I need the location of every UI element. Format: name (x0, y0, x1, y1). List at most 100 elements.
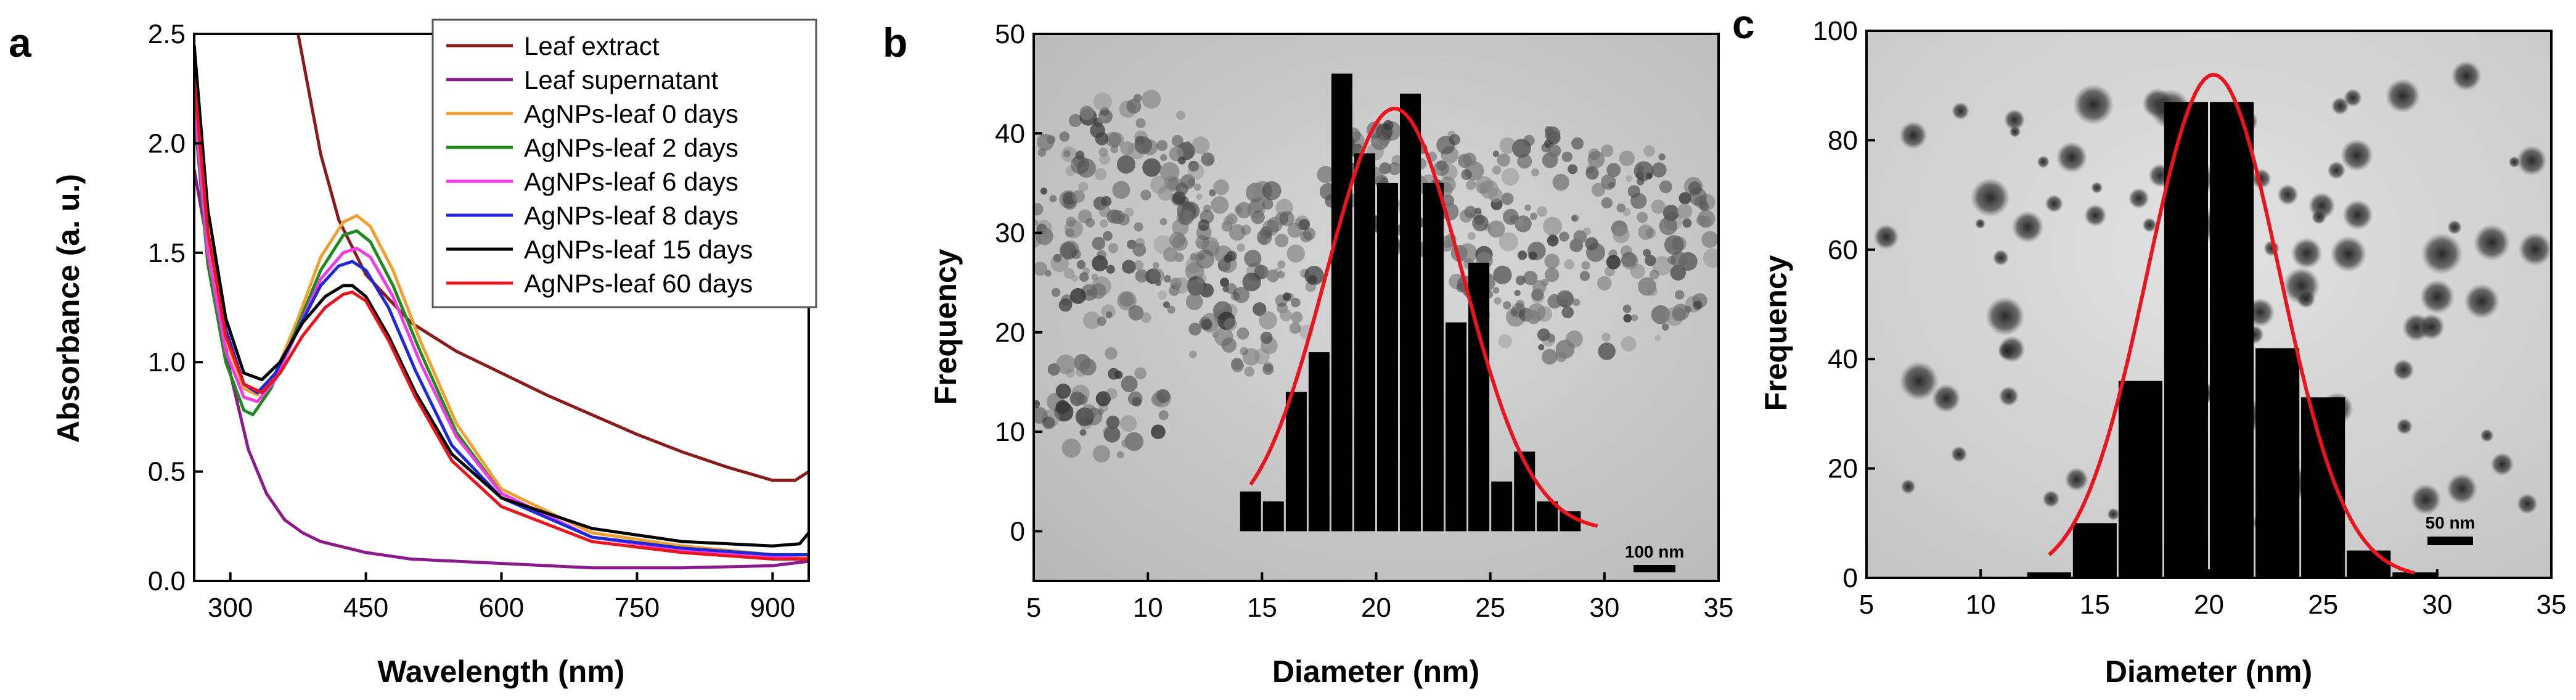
panel-c-y-ticks: 0 20 40 60 80 100 (1813, 16, 1875, 593)
panel-b-y-axis-title: Frequency (928, 249, 963, 405)
b-x-tick-label-2: 15 (1247, 593, 1277, 623)
c-bar-7 (2347, 550, 2391, 578)
b-fit-curve (1249, 106, 1598, 528)
panel-a-x-tick-label-4: 900 (750, 593, 795, 623)
c-y-tick-label-2: 40 (1828, 344, 1858, 374)
panel-a-x-tick-label-3: 750 (615, 593, 660, 623)
panel-a-legend-label-1: Leaf supernatant (524, 65, 719, 94)
panel-b-tem-background (1034, 34, 1719, 581)
panel-b-bars (1240, 73, 1581, 532)
panel-c-x-ticks: 5 10 15 20 25 30 35 (1859, 569, 2567, 620)
panel-a-spectra-chart: 300 450 600 750 900 0.0 0.5 1.0 1.5 2.0 2.5 Wavel… (51, 19, 817, 689)
panel-b-y-ticks: 0 10 20 30 40 50 (995, 19, 1042, 546)
b-x-tick-label-0: 5 (1026, 593, 1041, 623)
c-x-tick-label-4: 25 (2308, 590, 2338, 620)
panel-a-y-tick-label-3: 1.5 (148, 238, 186, 268)
b-bar-3 (1308, 352, 1330, 532)
panel-a-series-line-6 (194, 44, 809, 548)
panel-a-legend-label-6: AgNPs-leaf 15 days (524, 235, 753, 264)
c-y-tick-label-3: 60 (1828, 235, 1858, 265)
panel-a-y-ticks: 0.0 0.5 1.0 1.5 2.0 2.5 (148, 19, 203, 596)
c-y-tick-label-4: 80 (1828, 125, 1858, 155)
c-y-tick-label-1: 20 (1828, 454, 1858, 484)
c-x-tick-label-3: 20 (2194, 590, 2224, 620)
b-y-tick-label-1: 10 (995, 417, 1025, 447)
b-bar-1 (1262, 501, 1284, 532)
c-bar-1 (2072, 523, 2117, 578)
c-x-tick-label-1: 10 (1966, 590, 1996, 620)
panel-a-legend-label-3: AgNPs-leaf 2 days (524, 133, 738, 162)
panel-c-histogram-chart: 5 10 15 20 25 30 35 0 20 40 60 80 100 Diameter (nm)… (1759, 16, 2566, 689)
b-bar-13 (1537, 501, 1558, 532)
b-x-tick-label-3: 20 (1361, 593, 1391, 623)
panel-b-x-ticks: 5 10 15 20 25 30 35 (1026, 572, 1734, 623)
panel-a-legend-label-4: AgNPs-leaf 6 days (524, 167, 738, 196)
b-x-tick-label-4: 25 (1475, 593, 1505, 623)
panel-c-y-axis-title: Frequency (1759, 255, 1793, 411)
c-bar-4 (2210, 102, 2254, 578)
b-y-tick-label-4: 40 (995, 118, 1025, 149)
panel-a-y-tick-label-5: 2.5 (148, 19, 186, 49)
b-x-tick-label-5: 30 (1589, 593, 1619, 623)
panel-c-tem-background (1867, 31, 2551, 578)
c-x-tick-label-6: 35 (2537, 590, 2567, 620)
panel-a-legend-label-7: AgNPs-leaf 60 days (524, 269, 753, 298)
c-bar-0 (2027, 572, 2071, 578)
panel-a-x-ticks: 300 450 600 750 900 (208, 572, 795, 623)
b-x-tick-label-6: 35 (1704, 593, 1734, 623)
panel-a-legend-label-2: AgNPs-leaf 0 days (524, 99, 738, 128)
panel-c-fit-curve-group (2048, 72, 2415, 575)
panel-letter-b: b (883, 20, 907, 65)
c-x-tick-label-5: 30 (2422, 590, 2452, 620)
b-bar-9 (1445, 322, 1467, 532)
b-y-tick-label-3: 30 (995, 218, 1025, 249)
c-x-tick-label-0: 5 (1859, 590, 1874, 620)
b-bar-4 (1331, 73, 1352, 532)
panel-a-series-line-2 (194, 88, 809, 559)
b-bar-0 (1240, 491, 1261, 532)
panel-letter-a: a (9, 20, 32, 65)
panel-a-x-tick-label-2: 600 (479, 593, 524, 623)
panel-b-fit-curve-group (1249, 106, 1598, 528)
panel-a-legend-box (431, 19, 817, 308)
panel-a-y-tick-label-2: 1.0 (148, 347, 186, 377)
panel-a-series-group (194, 34, 809, 570)
panel-letter-c: c (1732, 1, 1755, 47)
panel-a-x-axis-title: Wavelength (nm) (378, 654, 625, 689)
panel-a-legend: Leaf extract Leaf supernatant AgNPs-leaf 0… (431, 19, 817, 308)
c-bar-8 (2392, 572, 2437, 578)
panel-a-series-line-7 (194, 77, 809, 561)
panel-b-x-axis-title: Diameter (nm) (1272, 654, 1479, 689)
panel-a-y-tick-label-0: 0.0 (148, 566, 186, 596)
panel-b-scale-bar-label: 100 nm (1625, 542, 1685, 561)
panel-a-y-axis-title: Absorbance (a. u.) (51, 174, 86, 443)
panel-a-y-tick-label-1: 0.5 (148, 457, 186, 487)
c-y-tick-label-0: 0 (1843, 563, 1858, 593)
c-x-tick-label-2: 15 (2080, 590, 2110, 620)
c-y-tick-label-5: 100 (1813, 16, 1858, 46)
b-bar-7 (1400, 93, 1421, 532)
panel-a-x-tick-label-0: 300 (208, 593, 253, 623)
c-bar-5 (2255, 348, 2300, 578)
b-x-tick-label-1: 10 (1133, 593, 1163, 623)
c-bar-6 (2301, 397, 2345, 578)
b-y-tick-label-2: 20 (995, 318, 1025, 348)
b-bar-8 (1423, 183, 1444, 532)
b-y-tick-label-0: 0 (1010, 516, 1025, 546)
panel-c-x-axis-title: Diameter (nm) (2105, 654, 2312, 689)
panel-a-series-line-0 (296, 34, 809, 482)
c-bar-2 (2118, 381, 2162, 578)
panel-a-legend-label-5: AgNPs-leaf 8 days (524, 201, 738, 230)
panel-a-x-tick-label-1: 450 (343, 593, 388, 623)
c-fit-curve (2048, 72, 2415, 575)
b-bar-5 (1354, 153, 1375, 532)
b-y-tick-label-5: 50 (995, 19, 1025, 49)
b-bar-2 (1285, 392, 1307, 532)
b-bar-6 (1377, 183, 1398, 532)
panel-c-bars (2027, 102, 2437, 578)
b-bar-11 (1491, 481, 1513, 532)
c-bar-3 (2164, 102, 2208, 578)
panel-a-y-tick-label-4: 2.0 (148, 128, 186, 159)
